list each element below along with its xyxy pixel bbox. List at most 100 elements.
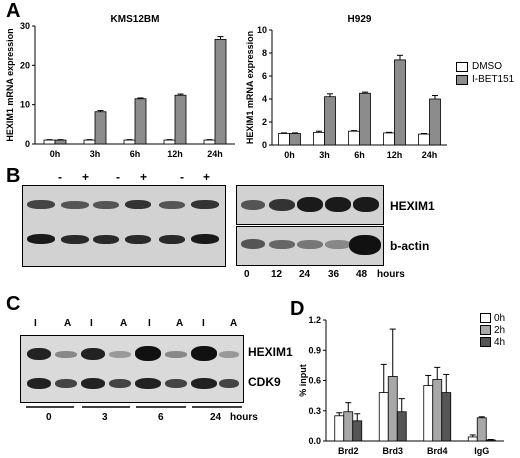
blot-b-left: [22, 185, 226, 267]
chart-kms12bm: 0 10 20 30 HEXIM1 mRNA expression KMS12BM 0h 3h…: [5, 14, 235, 159]
bar: [352, 420, 363, 442]
band: [219, 351, 239, 358]
bar: [163, 139, 176, 145]
time-c-2: 3: [102, 412, 108, 423]
bar: [214, 38, 227, 145]
band: [191, 200, 219, 209]
band: [27, 348, 51, 360]
time-group-lines-c: [26, 406, 242, 408]
band: [191, 234, 219, 244]
bar: [289, 133, 301, 146]
band: [241, 239, 265, 249]
bar: [418, 133, 430, 146]
lane-letter: A: [176, 318, 184, 329]
band: [191, 346, 217, 361]
panel-label-d: D: [290, 298, 305, 320]
timepoint-b-3: 24: [299, 269, 311, 280]
timepoint-b-5: 48: [356, 269, 368, 280]
band: [159, 235, 185, 244]
y-axis-label: HEXIM1 mRNA expression: [245, 31, 255, 144]
lane-letter: I: [148, 318, 151, 329]
lane-letters-c: I A I A I A I A: [30, 318, 240, 332]
time-line-b: [236, 258, 386, 264]
band: [93, 235, 119, 244]
bar: [134, 98, 147, 145]
blot-b-actin: [236, 226, 384, 266]
legend-swatch-0h: [480, 313, 491, 323]
lane-letter: I: [90, 318, 93, 329]
band: [93, 201, 119, 209]
bar: [476, 417, 487, 442]
band: [241, 200, 265, 210]
bar: [348, 130, 360, 146]
bar: [313, 131, 325, 146]
y-tick-label: 0: [25, 139, 30, 149]
bar: [278, 133, 290, 146]
bar: [324, 96, 336, 146]
x-tick-label: Brd4: [427, 446, 448, 456]
y-axis-label: % input: [298, 364, 308, 397]
bar: [83, 139, 96, 145]
band: [81, 378, 105, 389]
legend-panel-a: DMSO I-BET151: [456, 60, 514, 86]
band: [219, 379, 239, 388]
chart-chip: 0.0 0.3 0.6 0.9 1.2 % input Brd2 Brd3 Brd4 IgG: [298, 315, 504, 456]
x-tick-label: 24h: [422, 150, 438, 160]
x-tick-label: 0h: [50, 149, 61, 159]
bar: [467, 436, 478, 442]
band: [165, 351, 187, 358]
band: [135, 346, 161, 361]
y-tick-label: 0.6: [308, 376, 321, 386]
band: [55, 351, 77, 358]
band: [191, 378, 217, 389]
y-tick-label: 30: [20, 21, 30, 31]
lane-letter: I: [34, 318, 37, 329]
x-tick-label: 3h: [319, 150, 330, 160]
band: [27, 378, 51, 389]
band: [353, 197, 379, 212]
blot-b-hexim1: [236, 185, 384, 225]
times-c: 0 3 6 24 hours: [20, 412, 260, 426]
band: [325, 240, 351, 249]
bar: [394, 59, 406, 146]
time-c-3: 6: [158, 412, 164, 423]
x-tick-label: 6h: [130, 149, 141, 159]
band: [159, 201, 185, 209]
x-tick-label: 0h: [284, 150, 295, 160]
band: [81, 348, 105, 360]
y-tick-label: 0.9: [308, 345, 321, 355]
panel-label-b: B: [6, 165, 21, 187]
panel-label-c: C: [6, 293, 21, 315]
bar: [429, 98, 441, 146]
bar: [43, 139, 56, 145]
bar: [378, 392, 389, 442]
legend-label-4h: 4h: [494, 336, 506, 348]
bar: [94, 111, 107, 145]
x-tick-label: 3h: [90, 149, 101, 159]
bar: [334, 415, 345, 442]
bar: [432, 379, 443, 442]
legend-swatch-dmso: [456, 61, 468, 72]
lane-letter: A: [230, 318, 238, 329]
x-tick-label: Brd2: [338, 446, 359, 456]
band: [165, 379, 187, 388]
label-b-actin: b-actin: [390, 239, 430, 253]
sign-1: -: [58, 170, 62, 184]
timepoint-b-1: 0: [244, 269, 250, 280]
y-tick-label: 1.2: [308, 315, 321, 325]
bar: [343, 411, 354, 442]
label-cdk9: CDK9: [248, 375, 281, 389]
legend-label-ibet: I-BET151: [472, 74, 515, 85]
band: [27, 200, 55, 209]
lane-letter: I: [202, 318, 205, 329]
sign-4: +: [140, 170, 148, 184]
y-tick-label: 0.3: [308, 406, 321, 416]
band: [269, 199, 295, 211]
legend-label-dmso: DMSO: [472, 61, 502, 72]
y-tick-label: 2: [262, 117, 267, 127]
band: [125, 235, 151, 244]
band: [27, 234, 55, 244]
y-tick-label: 0.0: [308, 436, 321, 446]
band: [325, 197, 351, 212]
